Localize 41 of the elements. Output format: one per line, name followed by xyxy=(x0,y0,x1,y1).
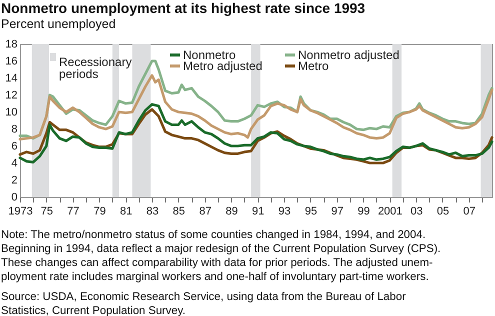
legend-label: Nonmetro xyxy=(183,48,236,62)
x-tick-label: 87 xyxy=(199,206,212,218)
x-tick-label: 89 xyxy=(226,206,238,218)
text: Statistics, Current Population Survey. xyxy=(1,305,186,316)
legend-label: Metro adjusted xyxy=(183,59,262,73)
chart-subtitle: Percent unemployed xyxy=(1,17,116,31)
band-label: Recessionary periods xyxy=(59,55,132,81)
x-tick-label: 03 xyxy=(410,206,423,218)
x-tick-label: 81 xyxy=(120,206,132,218)
x-tick-label: 95 xyxy=(304,206,318,218)
x-tick-label: 85 xyxy=(172,206,186,218)
x-tick-label: 07 xyxy=(463,206,476,218)
text: ployment rate includes marginal workers and one-half of involuntary part-time workers. xyxy=(1,271,429,283)
x-tick-label: 75 xyxy=(40,206,54,218)
y-tick-label: 14 xyxy=(5,72,18,84)
x-tick-label: 1973 xyxy=(8,206,33,218)
x-tick-label: 99 xyxy=(358,206,370,218)
x-tick-label: 79 xyxy=(94,206,106,218)
text: Beginning in 1994, data reflect a major redesign of the Current Population Survey (CPS). xyxy=(1,243,441,255)
x-tick-label: 77 xyxy=(67,206,80,218)
y-tick-label: 16 xyxy=(5,56,18,68)
legend-label: Nonmetro adjusted xyxy=(298,48,400,62)
y-tick-label: 2 xyxy=(11,174,18,186)
y-tick-label: 8 xyxy=(11,124,18,136)
x-tick-label: 05 xyxy=(436,206,450,218)
x-tick-label: 83 xyxy=(146,206,159,218)
legend-label: Metro xyxy=(298,59,329,73)
x-tick-label: 97 xyxy=(331,206,344,218)
source-note: Source: USDA, Economic Research Service, using data from the Bureau of Labor xyxy=(1,291,406,303)
chart-title: Nonmetro unemployment at its highest rate since 1993 xyxy=(1,0,366,16)
y-tick-label: 12 xyxy=(5,90,18,102)
text: Note: The metro/nonmetro status of some counties changed in 1984, 1994, and 2004. xyxy=(1,229,426,241)
y-tick-label: 4 xyxy=(11,158,18,170)
x-tick-label: 2001 xyxy=(378,206,402,218)
x-tick-label: 93 xyxy=(278,206,291,218)
y-tick-label: 0 xyxy=(11,192,18,204)
text: These changes can affect comparability with data for prior periods. The adjusted unem- xyxy=(1,257,434,269)
y-tick-label: 6 xyxy=(11,140,18,152)
x-tick-label: 91 xyxy=(252,206,264,218)
y-tick-label: 18 xyxy=(5,38,18,50)
y-tick-label: 10 xyxy=(5,106,18,118)
